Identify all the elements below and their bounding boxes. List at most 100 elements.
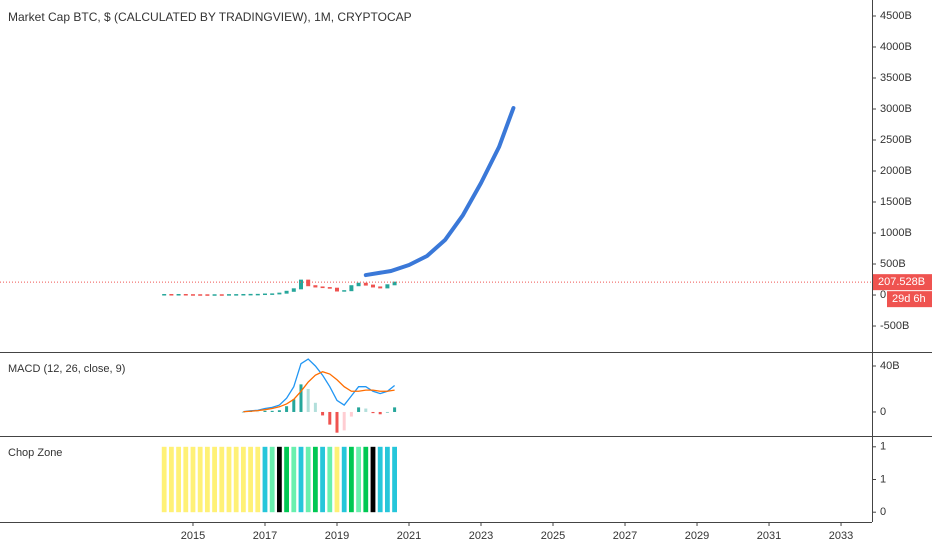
histogram-bar [277, 410, 281, 412]
y-tick-label: 1000B [880, 227, 912, 239]
chop-bar [327, 446, 333, 513]
x-tick-label: 2029 [685, 530, 709, 542]
chop-bar [312, 446, 318, 513]
chop-bar [392, 446, 397, 513]
candle [320, 286, 325, 289]
candle [370, 284, 375, 288]
candle [291, 288, 296, 292]
x-tick-label: 2015 [181, 530, 205, 542]
histogram-bar [306, 388, 310, 412]
candle [205, 294, 210, 296]
x-tick-label: 2017 [253, 530, 277, 542]
candle [248, 293, 253, 296]
histogram-bar [285, 406, 289, 412]
chop-bar [219, 446, 225, 513]
histogram-bar [313, 402, 317, 412]
y-tick-label: 4000B [880, 41, 912, 53]
y-tick-label: 40B [880, 360, 900, 372]
pane-title: Market Cap BTC, $ (CALCULATED BY TRADING… [8, 10, 412, 24]
x-tick-label: 2025 [541, 530, 565, 542]
chop-bar [248, 446, 253, 513]
chop-bar [284, 446, 289, 513]
pane-title: Chop Zone [8, 447, 62, 459]
y-tick-label: 0 [880, 406, 886, 418]
chop-bar [377, 446, 383, 513]
candle [284, 290, 289, 294]
y-tick-label: 1500B [880, 196, 912, 208]
histogram-bar [321, 411, 325, 416]
candle [356, 282, 361, 287]
chop-bar [370, 446, 376, 513]
x-tick-label: 2021 [397, 530, 421, 542]
y-tick-label: 2000B [880, 165, 912, 177]
candle [219, 294, 224, 296]
histogram-bar [342, 411, 346, 431]
candle [262, 293, 267, 296]
chop-bar [276, 446, 282, 513]
histogram-bar [292, 399, 296, 412]
y-tick-label: 0 [880, 506, 886, 518]
candle [378, 286, 383, 289]
chop-bar [363, 446, 369, 513]
histogram-bar [357, 407, 361, 412]
histogram-bar [378, 411, 382, 415]
histogram-bar [328, 411, 332, 425]
chop-bar [233, 446, 239, 513]
histogram-bar [299, 384, 303, 412]
chop-bar [183, 446, 189, 513]
y-tick-label: 1 [880, 441, 886, 453]
pane-title: MACD (12, 26, close, 9) [8, 363, 125, 375]
candle [234, 294, 239, 296]
y-tick-label: 1 [880, 473, 886, 485]
chop-bar [384, 446, 390, 513]
chop-bar [269, 446, 275, 513]
x-tick-label: 2033 [829, 530, 853, 542]
candle [306, 279, 311, 287]
chop-bar [255, 446, 261, 513]
candle [190, 294, 195, 296]
candle [226, 294, 231, 296]
chop-bar [190, 446, 196, 513]
histogram-bar [335, 411, 339, 433]
candle [270, 293, 275, 295]
chop-bar [197, 446, 203, 513]
projection-drawing [363, 106, 516, 278]
candle [385, 284, 390, 289]
candle [327, 287, 332, 289]
countdown-label: 29d 6h [892, 293, 926, 305]
candle [363, 282, 368, 286]
y-tick-label: 4500B [880, 10, 912, 22]
x-tick-label: 2031 [757, 530, 781, 542]
candle [313, 285, 318, 288]
chop-bar [212, 446, 217, 513]
histogram-bar [263, 410, 267, 412]
chop-bar [298, 446, 304, 513]
indicator-line [243, 371, 395, 413]
chop-bar [168, 446, 174, 513]
candle [169, 294, 174, 296]
candle [342, 290, 347, 292]
y-tick-label: 500B [880, 258, 906, 270]
histogram-bar [364, 408, 368, 412]
y-tick-label: 3000B [880, 103, 912, 115]
histogram-bar [256, 411, 260, 413]
histogram-bar [349, 411, 353, 417]
y-tick-label: 2500B [880, 134, 912, 146]
indicator-line [243, 358, 396, 413]
y-tick-label: -500B [880, 320, 909, 332]
chop-bar [334, 446, 340, 513]
countdown-box [887, 291, 932, 308]
chop-bar [204, 446, 210, 513]
candle [349, 285, 354, 292]
chop-bar [348, 446, 354, 513]
candle [298, 279, 303, 290]
histogram-bar [371, 411, 375, 414]
chop-bar [291, 446, 297, 513]
candle [241, 293, 246, 296]
candle [277, 292, 282, 295]
x-tick-label: 2027 [613, 530, 637, 542]
candle [176, 294, 181, 296]
candle [162, 294, 167, 296]
